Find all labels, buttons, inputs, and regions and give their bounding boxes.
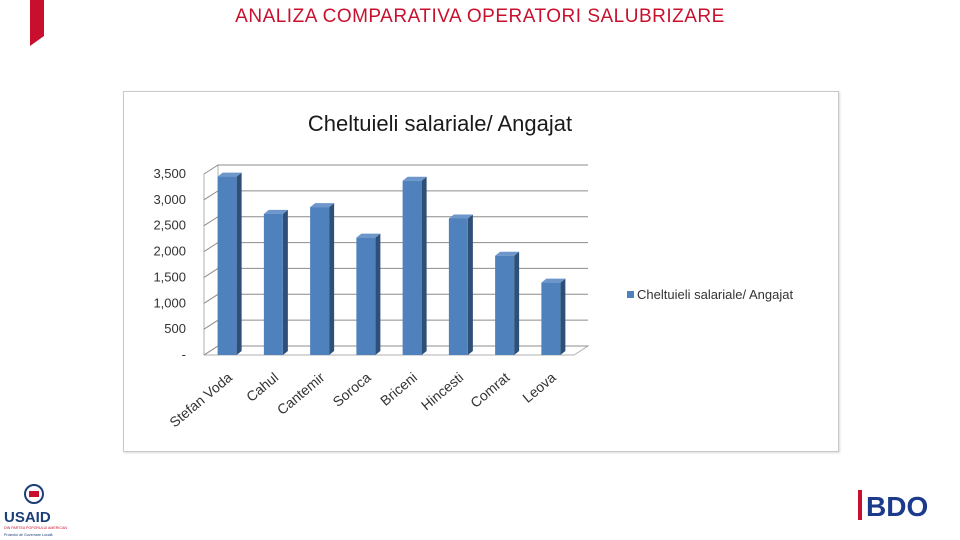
bar-chart: - 500 1,000 1,500 2,000 2,500 3,000 3,500 Stefa… bbox=[153, 111, 793, 431]
slide-title: ANALIZA COMPARATIVA OPERATORI SALUBRIZAR… bbox=[235, 6, 725, 27]
bar bbox=[310, 207, 330, 355]
legend-label: Cheltuieli salariale/ Angajat bbox=[637, 287, 793, 302]
bar-top bbox=[356, 233, 381, 238]
x-category-label: Hincesti bbox=[418, 369, 466, 413]
usaid-sub: Proiectul de Guvernare Locală bbox=[4, 533, 53, 537]
bar-side bbox=[329, 203, 335, 355]
bar bbox=[402, 180, 422, 355]
bar-top bbox=[448, 214, 473, 219]
usaid-wordmark: USAID bbox=[4, 509, 51, 526]
bar bbox=[263, 213, 283, 355]
y-tick-label: 1,500 bbox=[153, 269, 186, 284]
x-category-label: Cahul bbox=[243, 369, 281, 405]
gridline bbox=[203, 164, 588, 175]
chart-bars bbox=[217, 172, 566, 355]
bar-side bbox=[236, 172, 242, 355]
bar bbox=[448, 218, 468, 355]
y-tick-label: 2,500 bbox=[153, 218, 186, 233]
y-axis-ticks: - 500 1,000 1,500 2,000 2,500 3,000 3,500 bbox=[153, 166, 186, 362]
bar bbox=[495, 255, 515, 355]
bar-top bbox=[263, 209, 288, 214]
bar-top bbox=[495, 251, 520, 256]
gridline bbox=[203, 216, 588, 227]
usaid-tagline: DIN PARTEA POPORULUI AMERICAN bbox=[4, 526, 67, 530]
x-category-label: Briceni bbox=[377, 369, 420, 409]
x-category-label: Soroca bbox=[330, 369, 374, 410]
chart-frame: - 500 1,000 1,500 2,000 2,500 3,000 3,500 Stefa… bbox=[123, 91, 839, 452]
bar-side bbox=[467, 214, 473, 355]
x-category-label: Comrat bbox=[467, 369, 513, 411]
bdo-wordmark: BDO bbox=[866, 491, 928, 522]
y-tick-label: - bbox=[182, 347, 186, 362]
x-category-label: Stefan Voda bbox=[166, 369, 235, 430]
bar-top bbox=[541, 278, 566, 283]
bdo-red-bar bbox=[858, 490, 862, 520]
gridline bbox=[203, 190, 588, 201]
red-corner-mark bbox=[30, 0, 44, 46]
x-category-label: Cantemir bbox=[274, 369, 328, 418]
usaid-logo: USAID DIN PARTEA POPORULUI AMERICAN Proi… bbox=[4, 484, 67, 537]
bdo-logo: BDO bbox=[858, 490, 928, 522]
bar-side bbox=[514, 251, 520, 355]
bar bbox=[217, 176, 237, 355]
bar-top bbox=[217, 172, 242, 177]
bar-top bbox=[402, 176, 427, 181]
y-tick-label: 3,500 bbox=[153, 166, 186, 181]
bar-side bbox=[375, 233, 381, 355]
bar-top bbox=[310, 203, 335, 208]
bar-side bbox=[282, 209, 288, 355]
chart-title: Cheltuieli salariale/ Angajat bbox=[308, 111, 572, 136]
chart-legend: Cheltuieli salariale/ Angajat bbox=[627, 287, 793, 302]
gridline bbox=[203, 345, 588, 356]
gridline bbox=[203, 293, 588, 304]
bar-side bbox=[560, 278, 566, 355]
y-tick-label: 3,000 bbox=[153, 192, 186, 207]
gridline bbox=[203, 242, 588, 252]
usaid-seal-icon bbox=[24, 484, 44, 504]
bar-side bbox=[421, 176, 427, 355]
gridline bbox=[203, 319, 588, 330]
gridline bbox=[203, 267, 588, 278]
chart-floor bbox=[203, 345, 590, 356]
bar bbox=[541, 282, 561, 355]
chart-grid bbox=[203, 164, 590, 356]
bar bbox=[356, 237, 376, 355]
legend-swatch bbox=[627, 291, 634, 298]
y-tick-label: 1,000 bbox=[153, 295, 186, 310]
x-category-label: Leova bbox=[519, 369, 559, 406]
y-tick-label: 500 bbox=[164, 321, 186, 336]
y-tick-label: 2,000 bbox=[153, 244, 186, 259]
